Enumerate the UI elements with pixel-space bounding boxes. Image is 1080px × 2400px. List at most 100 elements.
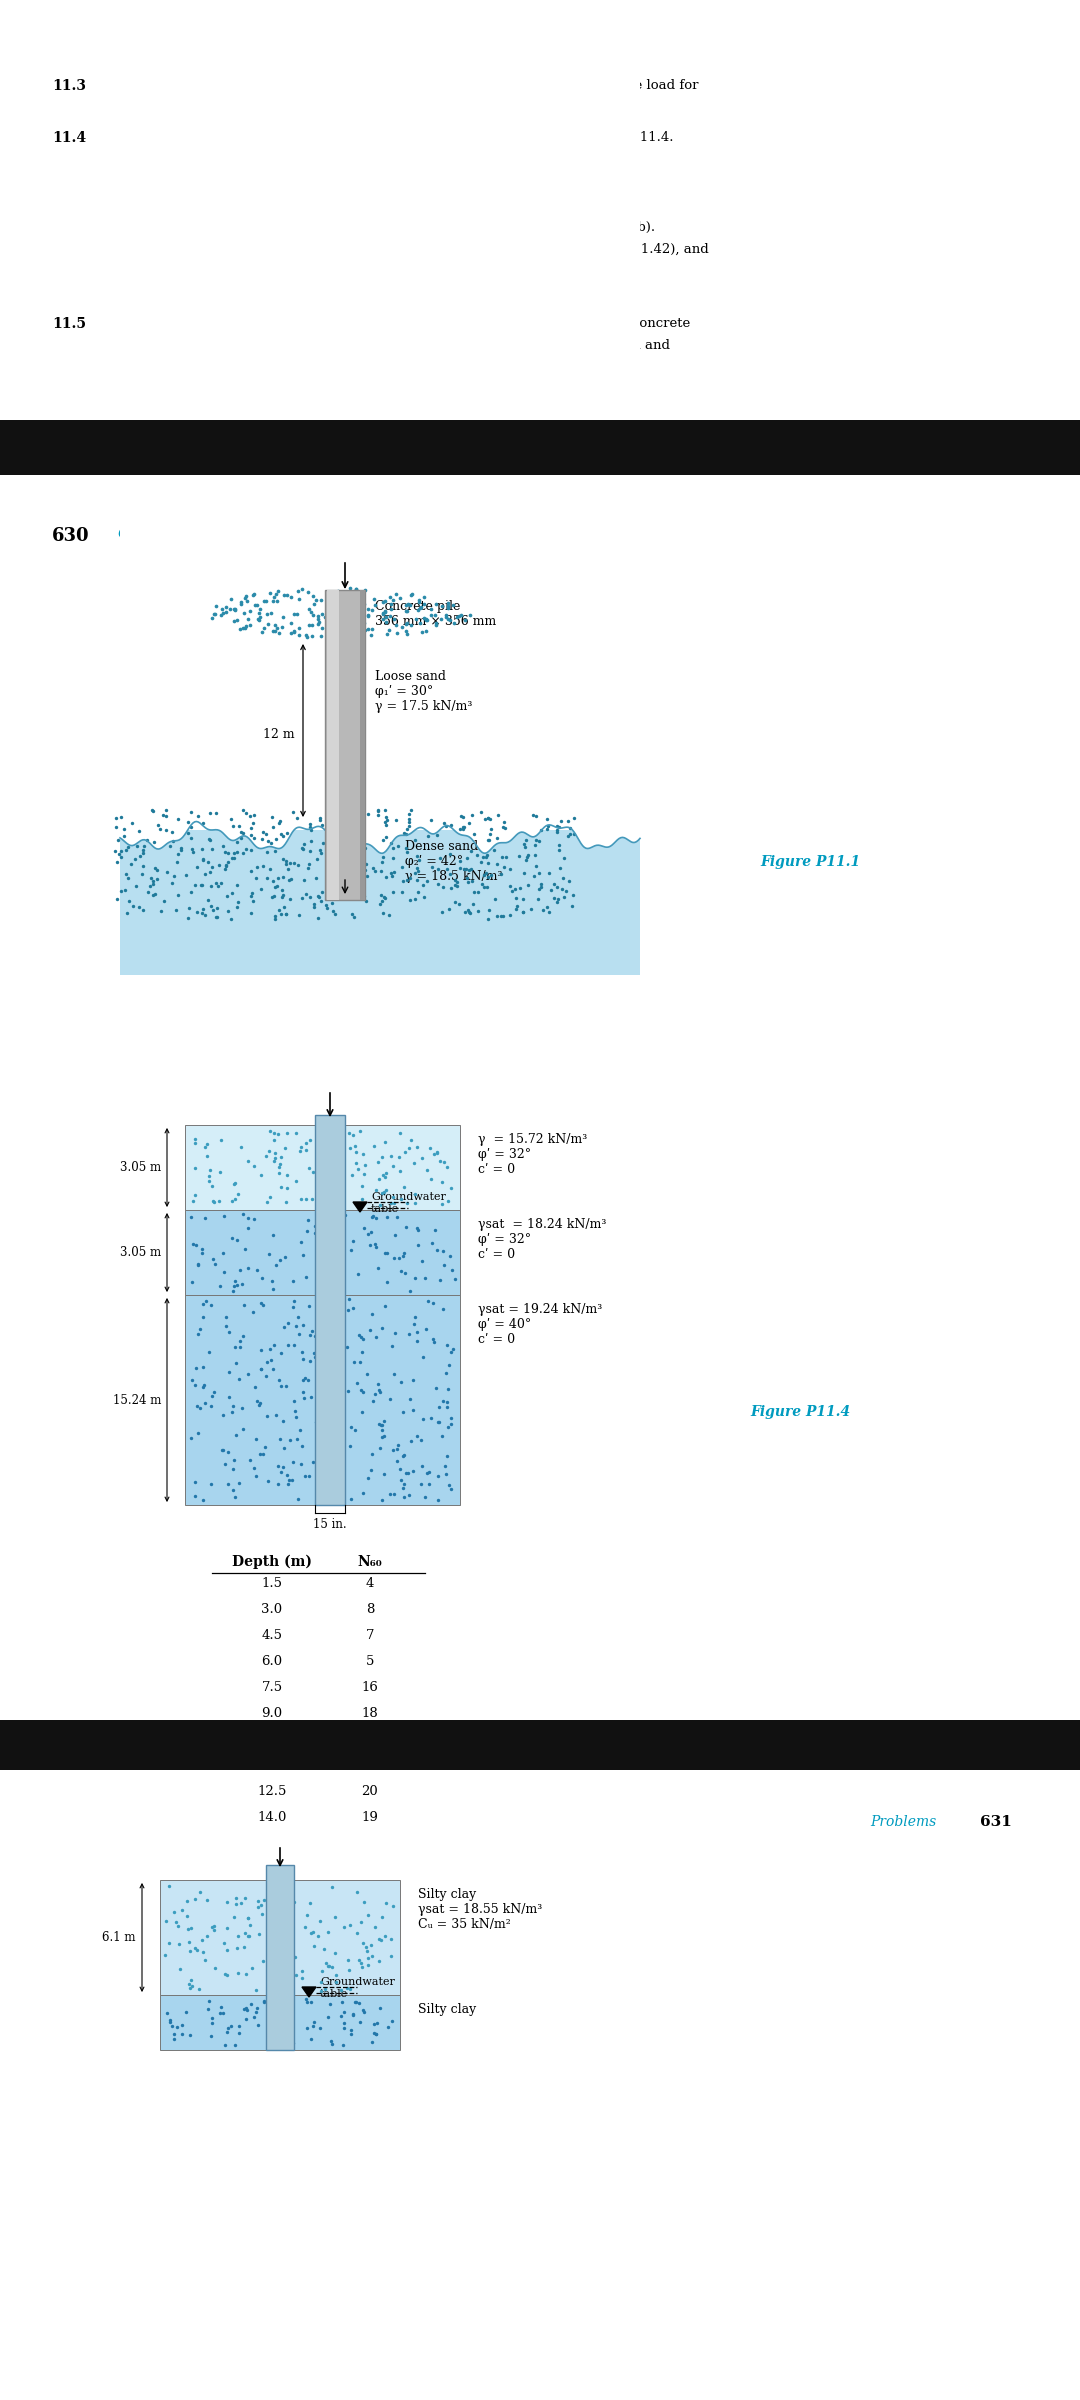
- Point: [244, 1294, 261, 1332]
- Polygon shape: [353, 1202, 367, 1212]
- Point: [329, 818, 347, 857]
- Point: [515, 826, 532, 864]
- Text: Calculate the following.: Calculate the following.: [148, 154, 308, 166]
- Point: [262, 1342, 280, 1380]
- Text: 1.5: 1.5: [261, 1577, 283, 1589]
- Ellipse shape: [200, 583, 480, 643]
- Point: [281, 862, 298, 900]
- Point: [265, 612, 282, 650]
- Point: [373, 1406, 390, 1445]
- Point: [192, 1872, 210, 1910]
- Point: [394, 1392, 411, 1430]
- Point: [323, 864, 340, 902]
- Point: [251, 598, 268, 636]
- Point: [438, 1409, 456, 1447]
- Point: [430, 1387, 447, 1426]
- Text: 7: 7: [366, 1630, 375, 1642]
- Text: Problems: Problems: [870, 1814, 936, 1829]
- Point: [226, 1178, 243, 1217]
- Point: [434, 1289, 451, 1327]
- Point: [273, 1879, 291, 1918]
- Point: [165, 2021, 183, 2059]
- Point: [328, 1363, 346, 1402]
- Point: [322, 1421, 339, 1459]
- Point: [353, 1946, 370, 1985]
- Point: [281, 1992, 298, 2030]
- Point: [272, 1334, 289, 1373]
- Point: [531, 854, 549, 893]
- Point: [211, 1267, 228, 1306]
- Point: [278, 895, 295, 934]
- Point: [355, 1882, 373, 1920]
- Point: [417, 600, 434, 638]
- Point: [338, 576, 355, 614]
- Point: [523, 890, 540, 929]
- Point: [255, 1882, 272, 1920]
- Point: [268, 581, 285, 619]
- Point: [372, 1373, 389, 1411]
- Point: [437, 806, 455, 845]
- Point: [270, 804, 287, 842]
- Point: [475, 869, 492, 907]
- Point: [179, 900, 197, 938]
- Point: [319, 598, 336, 636]
- Point: [343, 895, 361, 934]
- Point: [341, 569, 359, 607]
- Point: [226, 838, 243, 876]
- Point: [382, 1183, 400, 1222]
- Point: [422, 590, 440, 629]
- Point: [217, 833, 234, 871]
- Point: [239, 1142, 256, 1181]
- Point: [455, 797, 472, 835]
- Point: [271, 802, 288, 840]
- Point: [187, 1927, 204, 1966]
- Point: [235, 595, 253, 634]
- Point: [225, 1387, 242, 1426]
- Point: [444, 586, 461, 624]
- Point: [202, 852, 219, 890]
- Point: [151, 809, 168, 847]
- Point: [194, 840, 212, 878]
- Point: [377, 1918, 394, 1956]
- Point: [193, 866, 211, 905]
- Point: [261, 1178, 279, 1217]
- Point: [408, 1416, 426, 1454]
- Point: [134, 830, 151, 869]
- Point: [375, 893, 392, 931]
- Text: N₆₀: N₆₀: [357, 1555, 382, 1570]
- Point: [553, 802, 570, 840]
- Point: [419, 816, 436, 854]
- Text: b.: b.: [168, 48, 183, 62]
- Point: [319, 1138, 336, 1176]
- Point: [287, 1397, 305, 1435]
- Point: [314, 1200, 332, 1238]
- Point: [286, 1884, 303, 1922]
- Point: [440, 588, 457, 626]
- Point: [187, 1176, 204, 1214]
- Point: [272, 895, 289, 934]
- Point: [434, 1382, 451, 1421]
- Point: [438, 1325, 456, 1363]
- Point: [247, 1457, 265, 1495]
- Point: [377, 1154, 394, 1193]
- Point: [332, 1428, 349, 1466]
- Point: [374, 842, 391, 881]
- Point: [240, 1898, 257, 1937]
- Text: γ  = 15.72 kN/m³
φʹ = 32°
cʹ = 0: γ = 15.72 kN/m³ φʹ = 32° cʹ = 0: [478, 1133, 588, 1176]
- Point: [422, 595, 440, 634]
- Point: [188, 1387, 205, 1426]
- Point: [417, 1310, 434, 1349]
- Point: [332, 1452, 349, 1490]
- Point: [313, 1951, 330, 1990]
- Point: [225, 1164, 242, 1202]
- Point: [222, 2006, 240, 2045]
- Point: [248, 600, 266, 638]
- Point: [340, 586, 357, 624]
- Point: [380, 610, 397, 648]
- Point: [360, 1459, 377, 1498]
- Point: [248, 1990, 266, 2028]
- Point: [164, 823, 181, 862]
- Point: [251, 1915, 268, 1954]
- Point: [321, 595, 338, 634]
- Point: [310, 598, 327, 636]
